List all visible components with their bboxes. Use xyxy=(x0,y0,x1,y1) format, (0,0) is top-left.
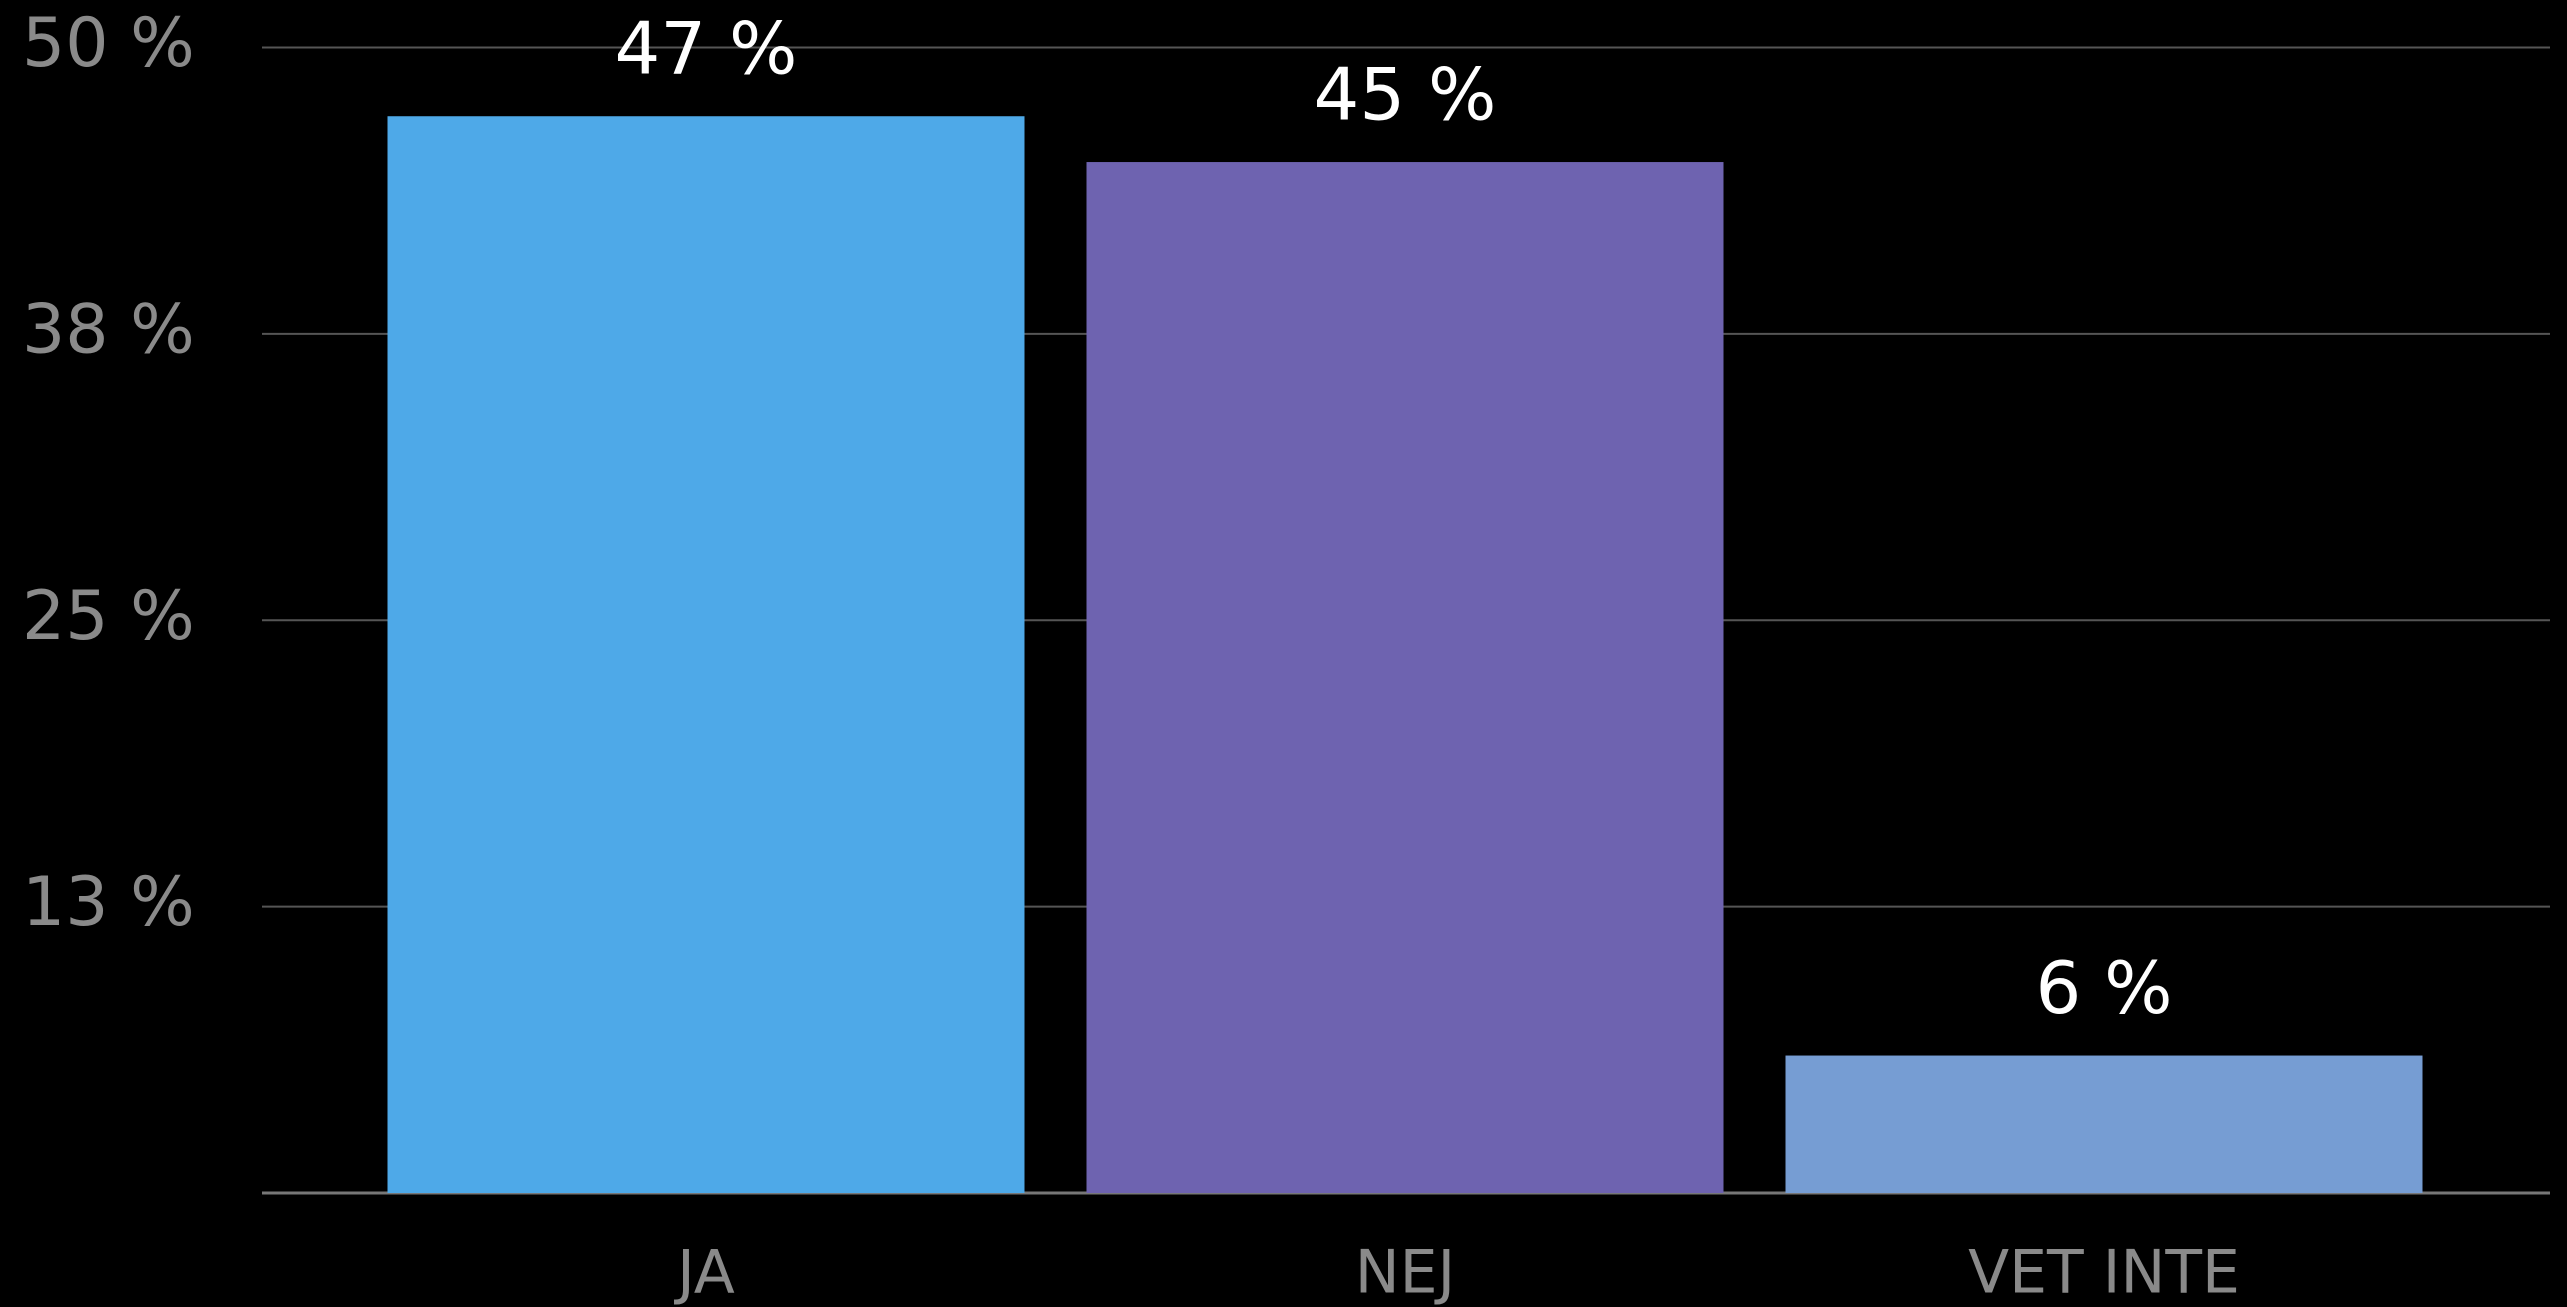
value-label: 6 % xyxy=(2035,946,2172,1030)
value-label: 45 % xyxy=(1314,53,1497,137)
y-tick-label: 38 % xyxy=(22,290,195,369)
bar xyxy=(1086,162,1724,1193)
bar xyxy=(387,116,1025,1194)
value-label: 47 % xyxy=(615,7,798,91)
x-tick-label: NEJ xyxy=(1355,1238,1456,1307)
y-tick-label: 25 % xyxy=(22,577,195,656)
y-tick-label: 50 % xyxy=(22,4,195,83)
bar xyxy=(1785,1055,2423,1193)
x-tick-label: JA xyxy=(673,1238,735,1307)
x-tick-label: VET INTE xyxy=(1968,1238,2240,1307)
y-tick-label: 13 % xyxy=(22,863,195,942)
